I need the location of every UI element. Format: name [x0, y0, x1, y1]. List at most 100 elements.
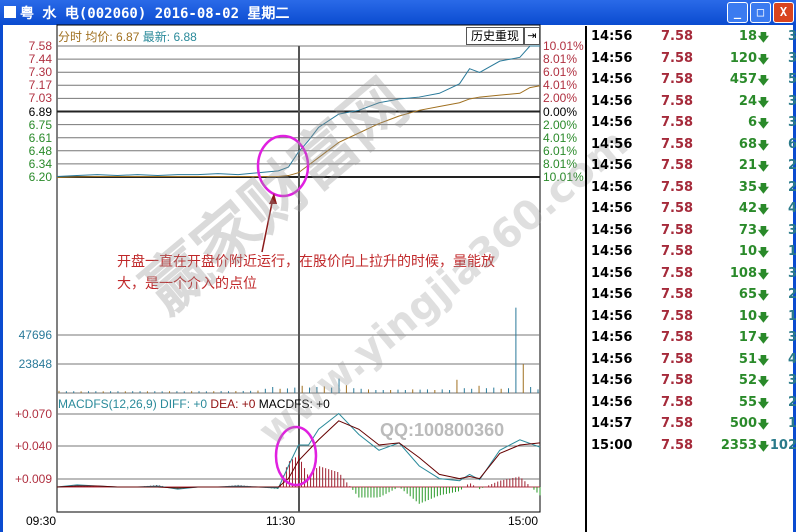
percent-tick: 2.00% [543, 117, 578, 132]
down-arrow-icon: 🡇 [757, 375, 769, 388]
down-arrow-icon: 🡇 [757, 160, 769, 173]
mode-label: 分时 [58, 30, 83, 44]
percent-tick: 2.00% [543, 91, 578, 106]
percent-tick: 10.01% [543, 170, 584, 184]
tick-time: 14:56 [591, 265, 633, 281]
last-label: 最新: [142, 30, 171, 44]
tick-row: 14:56 7.58 68 🡇 6 [587, 136, 796, 158]
tick-row: 15:00 7.58 2353 🡇 102 [587, 437, 796, 459]
down-arrow-icon: 🡇 [757, 289, 769, 302]
tick-volume: 10 [738, 244, 757, 259]
tick-time: 14:56 [591, 394, 633, 410]
down-arrow-icon: 🡇 [757, 310, 769, 324]
tick-time: 14:56 [591, 244, 633, 259]
tick-time: 14:56 [591, 330, 633, 345]
tick-time: 14:56 [591, 201, 633, 216]
tick-row: 14:56 7.58 457 🡇 5 [587, 72, 796, 93]
tick-count: 5 [787, 72, 796, 87]
tick-volume: 51 [738, 351, 757, 367]
last-value: 6.88 [173, 30, 197, 44]
tick-row: 14:56 7.58 120 🡇 3 [587, 50, 796, 72]
macd-tick: +0.009 [14, 472, 52, 486]
percent-tick: 6.01% [543, 65, 578, 80]
title-bar: 粤 水 电(002060) 2016-08-02 星期二 _ □ X [0, 0, 796, 25]
down-arrow-icon: 🡇 [757, 95, 769, 109]
annotation-text: 开盘一直在开盘价附近运行，在股价向上拉升的时候，量能放大，是一个介入的点位 [117, 254, 495, 292]
tick-time: 15:00 [591, 437, 633, 453]
percent-tick: 4.01% [543, 78, 578, 93]
tick-count: 1 [787, 244, 796, 259]
down-arrow-icon: 🡇 [757, 267, 769, 281]
tick-time: 14:56 [591, 351, 633, 367]
down-arrow-icon: 🡇 [757, 418, 769, 431]
tick-volume: 65 [738, 287, 757, 302]
down-arrow-icon: 🡇 [757, 246, 769, 259]
tick-time: 14:57 [591, 416, 633, 431]
macd-header: MACDFS(12,26,9) DIFF: +0 DEA: +0 MACDFS:… [58, 397, 330, 411]
tick-row: 14:56 7.58 10 🡇 1 [587, 308, 796, 330]
tick-count: 102 [769, 437, 796, 453]
tick-list[interactable]: 14:56 7.58 18 🡇 3 14:56 7.58 120 🡇 3 14:… [585, 26, 796, 532]
tick-price: 7.58 [661, 72, 694, 87]
tick-count: 4 [787, 351, 796, 367]
tick-volume: 500 [729, 416, 757, 431]
expand-arrow-icon[interactable]: ⇥ [524, 27, 540, 45]
tick-count: 3 [787, 222, 796, 238]
price-tick: 6.48 [28, 143, 52, 158]
tick-time: 14:56 [591, 115, 633, 130]
tick-time: 14:56 [591, 308, 633, 324]
tick-row: 14:56 7.58 35 🡇 2 [587, 179, 796, 201]
tick-row: 14:56 7.58 42 🡇 4 [587, 201, 796, 222]
down-arrow-icon: 🡇 [757, 138, 769, 152]
tick-volume: 17 [738, 330, 757, 345]
volume-tick: 23848 [18, 357, 52, 371]
avg-value: 6.87 [116, 30, 140, 44]
price-line [56, 45, 540, 177]
down-arrow-icon: 🡇 [757, 52, 769, 66]
tick-row: 14:57 7.58 500 🡇 1 [587, 416, 796, 437]
price-tick: 6.75 [28, 117, 52, 132]
window-title: 粤 水 电(002060) 2016-08-02 星期二 [20, 6, 290, 22]
window-frame [0, 25, 796, 532]
macd-dea-label: DEA: +0 [210, 397, 256, 411]
tick-volume: 6 [747, 115, 757, 130]
percent-tick: 10.01% [543, 39, 584, 53]
tick-time: 14:56 [591, 373, 633, 388]
tick-count: 2 [787, 179, 796, 195]
x-label-close: 15:00 [508, 514, 539, 528]
tick-price: 7.58 [661, 437, 694, 453]
close-button[interactable]: X [773, 2, 794, 23]
tick-count: 3 [787, 330, 796, 345]
tick-time: 14:56 [591, 179, 633, 195]
tick-count: 2 [787, 394, 796, 410]
tick-price: 7.58 [661, 179, 694, 195]
history-replay-button[interactable]: 历史重现 [466, 27, 524, 45]
tick-price: 7.58 [661, 136, 694, 152]
tick-price: 7.58 [661, 29, 694, 44]
tick-volume: 68 [738, 136, 757, 152]
tick-volume: 52 [738, 373, 757, 388]
price-tick: 6.61 [28, 130, 52, 145]
tick-count: 3 [787, 29, 796, 44]
tick-price: 7.58 [661, 330, 694, 345]
tick-volume: 21 [738, 158, 757, 173]
highlight-circle [274, 425, 318, 487]
tick-time: 14:56 [591, 50, 633, 66]
tick-time: 14:56 [591, 136, 633, 152]
tick-count: 3 [787, 373, 796, 388]
x-label-open: 09:30 [26, 514, 57, 528]
tick-price: 7.58 [661, 394, 694, 410]
tick-price: 7.58 [661, 115, 694, 130]
app-icon [4, 6, 16, 18]
tick-price: 7.58 [661, 287, 694, 302]
maximize-button[interactable]: □ [750, 2, 771, 23]
tick-row: 14:56 7.58 52 🡇 3 [587, 373, 796, 394]
tick-row: 14:56 7.58 108 🡇 3 [587, 265, 796, 287]
price-tick: 7.30 [28, 65, 52, 80]
tick-time: 14:56 [591, 222, 633, 238]
minimize-button[interactable]: _ [727, 2, 748, 23]
price-tick: 7.44 [28, 52, 52, 67]
percent-tick: 0.00% [543, 104, 578, 119]
tick-count: 3 [787, 115, 796, 130]
down-arrow-icon: 🡇 [757, 224, 769, 238]
